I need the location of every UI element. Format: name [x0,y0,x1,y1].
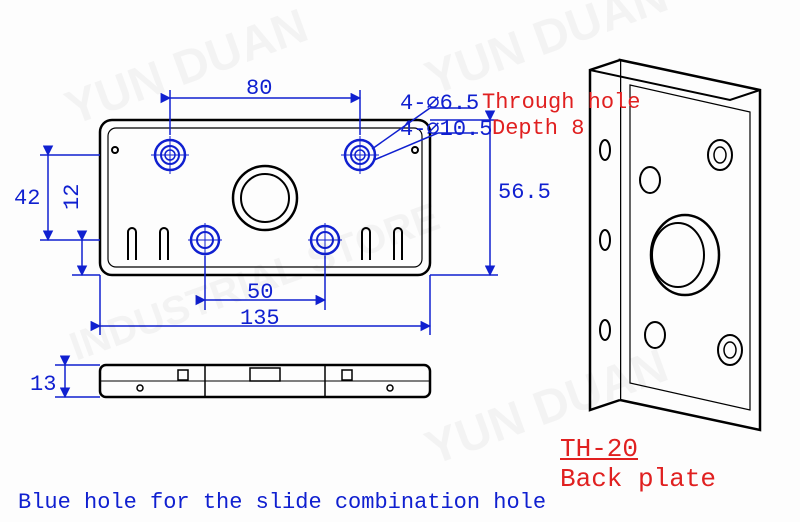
callout-cbore-dia: 4-∅10.5 [400,116,492,142]
part-id: TH-20 [560,434,638,464]
dim-13: 13 [30,372,56,397]
callout-through-dia: 4-∅6.5 [400,90,479,116]
blue-hole [188,223,222,257]
blue-hole [341,136,379,174]
dim-80: 80 [246,76,272,101]
dim-135: 135 [240,306,280,331]
callout-through-label: Through hole [482,90,640,115]
isometric-view [590,60,760,430]
footer-note: Blue hole for the slide combination hole [18,490,546,515]
blue-hole [308,223,342,257]
callout-cbore-label: Depth 8 [492,116,584,141]
blue-hole [151,136,189,174]
dim-56-5: 56.5 [498,180,551,205]
drawing-canvas [0,0,800,522]
dim-50: 50 [247,280,273,305]
dim-12: 12 [60,184,85,210]
edge-view [100,365,430,397]
part-name: Back plate [560,464,716,494]
dim-42: 42 [14,186,40,211]
